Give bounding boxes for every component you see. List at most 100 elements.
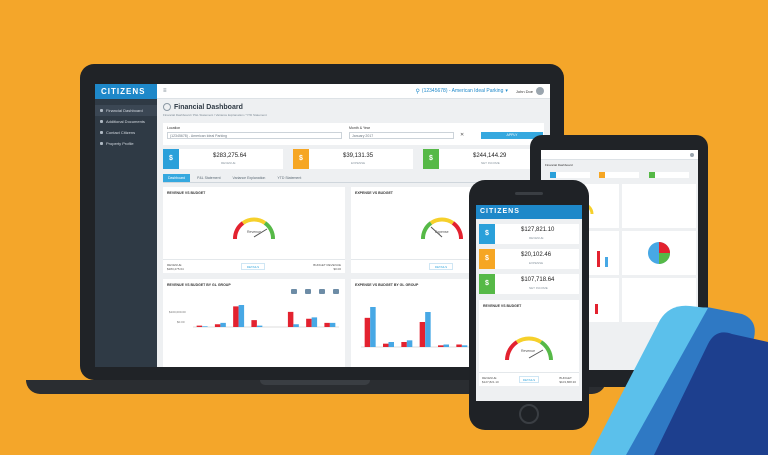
org-label: (12345678) - American Ideal Parking [421, 88, 504, 94]
kpi-caption: NET INCOME [529, 286, 548, 290]
org-selector[interactable]: ⚲ (12345678) - American Ideal Parking ▾ [416, 88, 508, 95]
chart-bar [220, 322, 226, 327]
card-title: REVENUE VS BUDGET BY GL GROUP [167, 283, 231, 287]
kpi-net-income: $ $244,144.29 NET INCOME [423, 149, 543, 169]
user-name[interactable]: John Doe [515, 88, 533, 94]
chart-bar [202, 326, 208, 327]
laptop-base [26, 380, 606, 394]
chart-bar [329, 322, 336, 327]
tablet-card [622, 184, 696, 228]
chart-bar [388, 342, 394, 347]
dollar-icon: $ [423, 149, 439, 169]
reset-icon[interactable] [319, 289, 325, 294]
kpi-caption: REVENUE [221, 161, 236, 165]
footer-left: REVENUE $127,821.10 [482, 376, 499, 384]
avatar[interactable] [690, 153, 694, 157]
gauge-label: Expense [435, 230, 449, 234]
kpi-expense: $ $39,131.35 EXPENSE [293, 149, 413, 169]
tab-pl-statement[interactable]: P&L Statement [197, 176, 221, 180]
card-title: EXPENSE VS BUDGET [355, 191, 393, 195]
tablet-kpis [541, 170, 698, 180]
tablet-title: Financial Dashboard [545, 163, 573, 167]
zoom-icon[interactable] [291, 289, 297, 294]
footer-left: REVENUE $283,275.64 [167, 263, 184, 271]
chart-bar [383, 343, 389, 347]
footer-right: BUDGET $103,868.30 [559, 376, 576, 384]
document-icon [100, 120, 103, 123]
pan-icon[interactable] [305, 289, 311, 294]
location-pin-icon: ⚲ [415, 88, 420, 95]
apply-button[interactable]: APPLY [481, 132, 543, 139]
sidebar-item-label: Property Profile [106, 141, 134, 146]
tab-ytd-statement[interactable]: YTD Statement [277, 176, 302, 180]
phone-screen: CITIZENS $ $127,821.10 REVENUE $ $20,102… [476, 205, 582, 401]
kpi-caption: EXPENSE [529, 261, 544, 265]
avatar[interactable] [536, 87, 544, 95]
revenue-vs-budget-card: REVENUE VS BUDGET Revenue REVENUE $283,2… [163, 187, 345, 273]
month-select[interactable]: January 2017 [349, 132, 454, 139]
revenue-by-gl-card: REVENUE VS BUDGET BY GL GROUP $100,000.0… [163, 279, 345, 367]
chart-bar [324, 322, 330, 327]
brand-logo-mark [590, 305, 768, 455]
back-icon[interactable] [163, 103, 171, 111]
gauge-label: Revenue [247, 230, 261, 234]
profile-icon [100, 142, 103, 145]
sidebar-item-additional-documents[interactable]: Additional Documents [95, 116, 157, 127]
chart-bar [438, 345, 444, 347]
sidebar-item-label: Financial Dashboard [106, 108, 143, 113]
chart-bar [311, 317, 318, 327]
details-button[interactable]: DETAILS [519, 376, 539, 383]
chart-bar [233, 306, 239, 327]
location-label: Location [167, 126, 181, 130]
dollar-icon: $ [479, 224, 495, 244]
sidebar: CITIZENS Financial Dashboard Additional … [95, 84, 157, 367]
tablet-card [622, 231, 696, 275]
phone-home-button [519, 404, 539, 424]
kpi-value: $283,275.64 [213, 153, 247, 159]
location-select[interactable]: (12345678) - American Ideal Parking [167, 132, 342, 139]
kpi-value: $244,144.29 [473, 153, 507, 159]
card-title: REVENUE VS BUDGET [483, 304, 522, 308]
footer-right: BUDGET REVENUE $0.00 [313, 263, 341, 271]
phone-speaker [515, 192, 543, 195]
hamburger-icon[interactable]: ≡ [163, 88, 167, 94]
logo[interactable]: CITIZENS [95, 84, 157, 99]
dollar-icon: $ [293, 149, 309, 169]
chart-bar [443, 344, 449, 347]
card-title: REVENUE VS BUDGET [167, 191, 206, 195]
revenue-gauge: Revenue [233, 217, 275, 240]
details-button[interactable]: DETAILS [429, 263, 453, 270]
sidebar-item-financial-dashboard[interactable]: Financial Dashboard [95, 105, 157, 116]
chart-bar [214, 324, 221, 327]
y-tick-label: $100,000.00 [169, 310, 186, 314]
kpi-value: $20,102.46 [521, 252, 552, 258]
revenue-gauge: Revenue [505, 336, 553, 361]
chart-bar [461, 345, 468, 347]
sidebar-nav: Financial Dashboard Additional Documents… [95, 99, 157, 149]
kpi-expense: $ $20,102.46 EXPENSE [479, 249, 579, 269]
breadcrumb: Financial Dashboard / P&L Statement / Va… [163, 113, 267, 117]
chart-bar [251, 320, 257, 327]
dashboard-icon [100, 109, 103, 112]
revenue-vs-budget-card: REVENUE VS BUDGET Revenue REVENUE $127,8… [479, 300, 579, 386]
clear-icon[interactable]: ✕ [460, 132, 465, 138]
logo[interactable]: CITIZENS [476, 205, 582, 219]
details-button[interactable]: DETAILS [241, 263, 265, 270]
kpi-value: $39,131.35 [343, 153, 374, 159]
tab-dashboard[interactable]: Dashboard [163, 174, 191, 182]
tab-variance-explanation[interactable]: Variance Explanation [232, 176, 266, 180]
dollar-icon: $ [163, 149, 179, 169]
download-icon[interactable] [333, 289, 339, 294]
revenue-gl-chart: $100,000.00 $0.00 [169, 305, 339, 328]
filter-panel: Location (12345678) - American Ideal Par… [163, 123, 544, 145]
laptop-base-notch [260, 380, 370, 385]
sidebar-item-property-profile[interactable]: Property Profile [95, 138, 157, 149]
kpi-revenue: $ $127,821.10 REVENUE [479, 224, 579, 244]
card-footer: REVENUE $127,821.10 DETAILS BUDGET $103,… [479, 372, 579, 386]
tab-bar: Dashboard P&L Statement Variance Explana… [163, 174, 544, 183]
chart-toolbar [291, 289, 339, 294]
gauge-label: Revenue [521, 349, 535, 353]
chart-bar [238, 305, 245, 327]
sidebar-item-contact-citizens[interactable]: Contact Citizens [95, 127, 157, 138]
tablet-kpi-expense [599, 172, 640, 178]
